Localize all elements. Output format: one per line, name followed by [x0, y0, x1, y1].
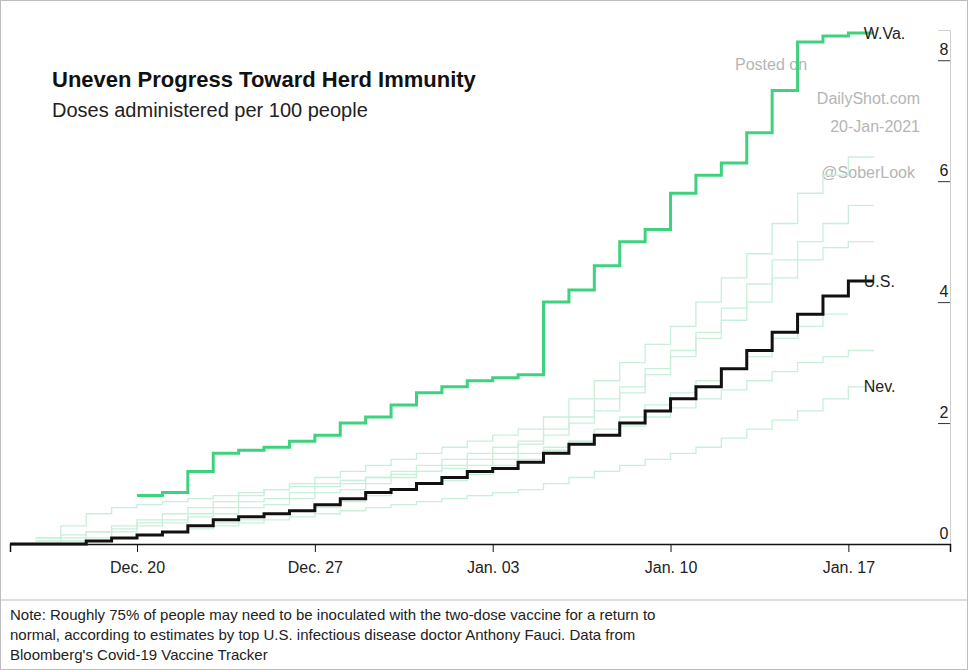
- y-axis: 0 2 4 6 8: [938, 31, 951, 545]
- y-tick-mark: [938, 181, 950, 182]
- series-line: [10, 281, 874, 544]
- x-tick-mark: [493, 544, 494, 552]
- y-tick-mark: [938, 60, 950, 61]
- series-line: [61, 242, 874, 541]
- x-tick-label: Jan. 03: [467, 559, 520, 576]
- frame: [1, 1, 968, 670]
- series-line: [35, 205, 873, 541]
- title: Uneven Progress Toward Herd Immunity: [52, 67, 477, 92]
- y-tick-label: 4: [940, 283, 949, 300]
- y-tick: 0: [938, 525, 950, 545]
- y-tick-mark: [938, 423, 950, 424]
- x-tick-label: Dec. 27: [288, 559, 343, 576]
- x-tick-label: Dec. 20: [110, 559, 165, 576]
- x-tick: Dec. 27: [288, 544, 343, 576]
- x-tick-mark: [315, 544, 316, 552]
- y-axis-line: [938, 31, 951, 545]
- x-tick: Dec. 20: [110, 544, 165, 576]
- series-line: [86, 314, 848, 541]
- note: Bloomberg's Covid-19 Vaccine Tracker: [10, 646, 268, 663]
- x-tick-label: Jan. 17: [823, 559, 876, 576]
- series-line: [35, 350, 873, 537]
- separator: [1, 600, 967, 601]
- y-tick: 4: [938, 283, 950, 303]
- y-tick-mark: [938, 302, 950, 303]
- chart: Posted onDailyShot.com20-Jan-2021@SoberL…: [0, 0, 968, 670]
- series-label: W.Va.: [864, 25, 906, 42]
- watermark: DailyShot.com: [817, 90, 920, 107]
- note: normal, according to estimates by top U.…: [10, 626, 635, 643]
- series-label: Nev.: [864, 378, 896, 395]
- watermark: @SoberLook: [821, 164, 916, 181]
- y-tick-label: 2: [940, 404, 949, 421]
- x-tick: Jan. 17: [823, 544, 876, 576]
- note: Note: Roughly 75% of people may need to …: [10, 606, 655, 623]
- watermark: 20-Jan-2021: [830, 118, 920, 135]
- x-tick: Jan. 03: [467, 544, 520, 576]
- y-tick-label: 0: [940, 525, 949, 542]
- plot-area: [10, 33, 874, 544]
- y-tick: 8: [938, 41, 950, 61]
- subtitle: Doses administered per 100 people: [52, 99, 368, 121]
- x-tick-mark: [137, 544, 138, 552]
- x-tick-mark: [671, 544, 672, 552]
- series-line: [86, 387, 874, 541]
- y-tick: 6: [938, 162, 950, 182]
- x-tick: Jan. 10: [645, 544, 698, 576]
- series-line: [137, 33, 874, 496]
- x-axis: Dec. 20 Dec. 27 Jan. 03 Jan. 10 Jan. 17: [11, 544, 951, 576]
- y-tick-label: 8: [940, 41, 949, 58]
- x-tick-label: Jan. 10: [645, 559, 698, 576]
- series-label: U.S.: [864, 273, 895, 290]
- x-tick-mark: [848, 544, 849, 552]
- y-tick: 2: [938, 404, 950, 424]
- x-axis-line: [11, 545, 951, 553]
- y-tick-label: 6: [940, 162, 949, 179]
